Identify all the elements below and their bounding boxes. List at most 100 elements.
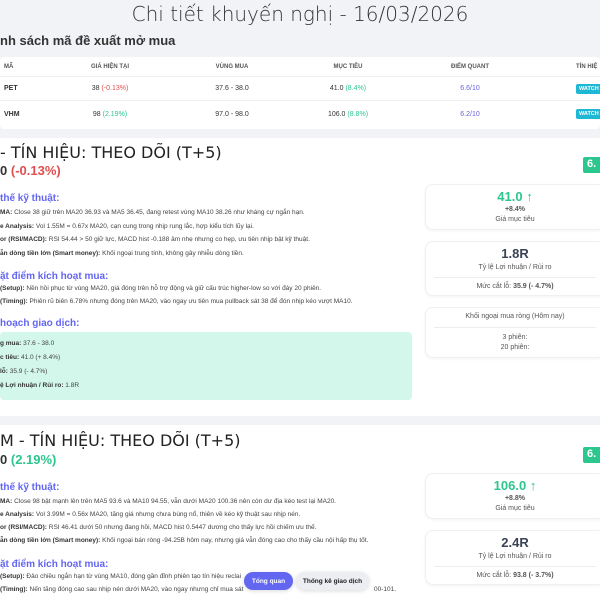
line-label: ẫn dòng tiền lớn (Smart money):	[0, 537, 101, 544]
line-text: Close 98 bật mạnh lên trên MA5 93.6 và M…	[12, 498, 336, 505]
tech-section-title: thế kỹ thuật:	[0, 482, 60, 493]
rr-value: 1.8R	[501, 246, 529, 261]
line-text: Close 38 giữ trên MA20 36.93 và MA5 36.4…	[12, 209, 305, 216]
col-signal: TÍN HIỆ	[576, 63, 598, 70]
trade-plan-box: g mua: 37.6 - 38.0 c tiêu: 41.0 (+ 8.4%)…	[0, 332, 412, 400]
target-price-pct: +8.4%	[504, 206, 526, 213]
line-label: or (RSI/MACD):	[0, 524, 47, 531]
trigger-section-title: ặt điểm kích hoạt mua:	[0, 271, 109, 282]
cell-target: 106.0 (8.8%)	[308, 111, 388, 118]
tech-line: or (RSI/MACD): RSI 54.44 > 50 giữ lực, M…	[0, 236, 310, 243]
price-change: (2.19%)	[102, 110, 128, 118]
tech-line: ẫn dòng tiền lớn (Smart money): Khối ngo…	[0, 537, 368, 544]
trigger-line: (Timing): Phiên rũ biên 6.78% nhưng đóng…	[0, 298, 353, 305]
overview-tab-button[interactable]: Tổng quan	[244, 572, 293, 590]
stop-loss-value: 93.8 (- 3.7%)	[513, 572, 554, 579]
trigger-line-tail: 00-101.	[374, 586, 397, 593]
line-label: g mua:	[0, 340, 22, 347]
line-text: RSI 46.41 dưới 50 nhưng đang hồi, MACD h…	[46, 524, 317, 531]
line-text: Đảo chiều ngắn hạn từ vùng MA10, đóng gầ…	[24, 573, 242, 580]
foreign-flow-title: Khối ngoại mua ròng (Hôm nay)	[465, 313, 565, 320]
target-price-value: 41.0 ↑	[497, 189, 533, 204]
col-quant: ĐIỂM QUANT	[451, 63, 489, 70]
line-text: 1.8R	[63, 382, 80, 389]
stop-loss: Mức cắt lỗ: 35.9 (- 4.7%)	[426, 283, 600, 291]
target-price-label: Giá mục tiêu	[495, 216, 535, 223]
foreign-3-sessions: 3 phiên:	[502, 334, 528, 341]
target-price-box: 106.0 ↑ +8.8% Giá mục tiêu	[425, 473, 600, 519]
card-heading: M - TÍN HIỆU: THEO DÕI (T+5)	[0, 431, 241, 450]
recommendation-list-heading: nh sách mã đề xuất mở mua	[0, 33, 176, 48]
line-label: MA:	[0, 209, 13, 216]
target-pct: (8.8%)	[347, 110, 369, 118]
target-price-box: 41.0 ↑ +8.4% Giá mục tiêu	[425, 184, 600, 230]
rr-value: 2.4R	[501, 535, 529, 550]
cell-code: PET	[4, 85, 18, 92]
line-label: (Setup):	[0, 285, 25, 292]
line-text: Khối ngoại bán ròng -94.25B hôm nay, như…	[100, 537, 369, 544]
line-label: c tiêu:	[0, 354, 20, 361]
line-text: Nền hồi phục từ vùng MA20, giá đóng trên…	[24, 285, 322, 292]
card-heading: - TÍN HIỆU: THEO DÕI (T+5)	[0, 143, 222, 162]
quant-score-badge: 6.	[583, 157, 600, 173]
price-change: (2.19%)	[10, 452, 57, 467]
card-price: 0 (2.19%)	[0, 452, 56, 467]
line-text: 41.0 (+ 8.4%)	[19, 354, 61, 361]
tech-line: MA: Close 38 giữ trên MA20 36.93 và MA5 …	[0, 209, 305, 216]
plan-line: lỗ: 35.9 (- 4.7%)	[0, 368, 47, 375]
price-change: (-0.13%)	[101, 85, 129, 92]
foreign-20-sessions: 20 phiên:	[500, 344, 530, 351]
plan-line: g mua: 37.6 - 38.0	[0, 340, 54, 347]
stock-card-pet: - TÍN HIỆU: THEO DÕI (T+5) 0 (-0.13%) th…	[0, 138, 600, 416]
trigger-section-title: ặt điểm kích hoạt mua:	[0, 559, 109, 570]
price-value: 98	[92, 110, 101, 118]
tech-line: e Analysis: Vol 1.55M = 0.67x MA20, cạn …	[0, 223, 254, 230]
target-pct: (8.4%)	[345, 85, 367, 92]
tech-line: MA: Close 98 bật mạnh lên trên MA5 93.6 …	[0, 498, 336, 505]
target-price-label: Giá mục tiêu	[495, 505, 535, 512]
trade-stats-tab-button[interactable]: Thống kê giao dịch	[296, 572, 369, 590]
trigger-line: (Setup): Đảo chiều ngắn hạn từ vùng MA10…	[0, 573, 241, 580]
cell-target: 41.0 (8.4%)	[308, 85, 388, 92]
line-text: Vol 3.99M = 0.56x MA20, tăng giá nhưng c…	[34, 511, 301, 518]
line-text: 37.6 - 38.0	[21, 340, 55, 347]
col-code: MÃ	[4, 63, 14, 70]
trigger-line: (Timing): Nến tăng đóng cao sau nhịp nén…	[0, 586, 243, 593]
line-label: (Setup):	[0, 573, 25, 580]
table-row[interactable]: VHM 98 (2.19%) 97.0 - 98.0 106.0 (8.8%) …	[0, 102, 600, 126]
target-price-pct: +8.8%	[504, 495, 526, 502]
price-change: (-0.13%)	[10, 163, 61, 178]
rr-label: Tỷ lệ Lợi nhuận / Rủi ro	[478, 264, 552, 271]
target-value: 106.0	[327, 110, 346, 118]
tech-line: e Analysis: Vol 3.99M = 0.56x MA20, tăng…	[0, 511, 300, 518]
price-value: 0	[0, 452, 8, 467]
quant-score-badge: 6.	[583, 447, 600, 463]
price-value: 0	[0, 163, 8, 178]
line-text: Khối ngoại trung tính, không gây nhiễu d…	[100, 250, 244, 257]
risk-reward-box: 2.4R Tỷ lệ Lợi nhuận / Rủi ro Mức cắt lỗ…	[425, 530, 600, 585]
stop-loss-label: Mức cắt lỗ:	[476, 572, 514, 579]
table-row[interactable]: PET 38 (-0.13%) 37.6 - 38.0 41.0 (8.4%) …	[0, 77, 600, 101]
line-label: lỗ:	[0, 368, 8, 375]
foreign-flow-box: Khối ngoại mua ròng (Hôm nay) 3 phiên: 2…	[425, 307, 600, 358]
line-label: e Analysis:	[0, 511, 35, 518]
line-label: ẫn dòng tiền lớn (Smart money):	[0, 250, 101, 257]
line-text: Nến tăng đóng cao sau nhịp nén dưới MA20…	[27, 586, 244, 593]
plan-line: c tiêu: 41.0 (+ 8.4%)	[0, 354, 60, 361]
line-label: (Timing):	[0, 298, 28, 305]
line-text: RSI 54.44 > 50 giữ lực, MACD hist -0.188…	[46, 236, 310, 243]
cell-zone: 37.6 - 38.0	[215, 85, 249, 92]
price-value: 38	[91, 85, 100, 92]
line-label: ệ Lợi nhuận / Rủi ro:	[0, 382, 64, 389]
signal-badge: WATCH	[576, 109, 600, 119]
plan-section-title: hoạch giao dịch:	[0, 318, 80, 329]
cell-quant: 6.6/10	[460, 85, 480, 92]
col-price: GIÁ HIỆN TẠI	[90, 63, 129, 70]
line-label: e Analysis:	[0, 223, 35, 230]
stop-loss-label: Mức cắt lỗ:	[476, 283, 514, 290]
target-price-value: 106.0 ↑	[493, 478, 537, 493]
cell-quant: 6.2/10	[460, 110, 480, 118]
rr-label: Tỷ lệ Lợi nhuận / Rủi ro	[478, 553, 552, 560]
line-text: 35.9 (- 4.7%)	[7, 368, 48, 375]
tech-line: ẫn dòng tiền lớn (Smart money): Khối ngo…	[0, 250, 244, 257]
